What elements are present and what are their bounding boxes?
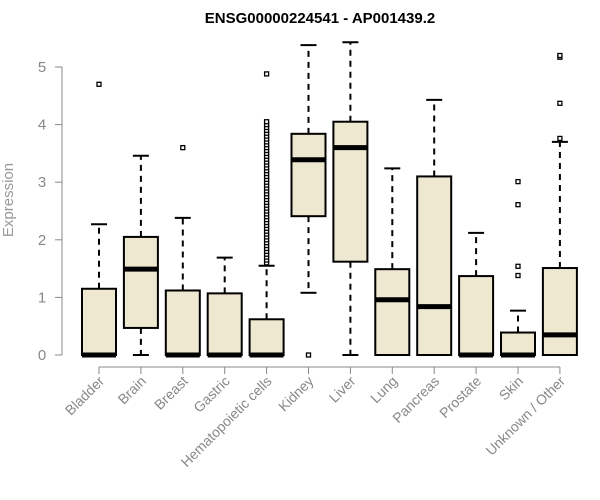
box-group	[500, 178, 536, 358]
y-tick-label: 1	[38, 289, 46, 306]
box-rect	[500, 331, 536, 357]
box-rect	[332, 120, 369, 263]
outlier-point	[557, 100, 563, 106]
box-rect	[206, 292, 243, 357]
outlier-point	[515, 272, 521, 279]
outlier-point	[96, 81, 102, 87]
box-group	[290, 44, 327, 358]
x-tick-label: Breast	[151, 373, 191, 413]
box-rect	[416, 175, 453, 356]
boxes-group	[81, 41, 578, 358]
y-tick-label: 3	[38, 174, 46, 191]
x-tick-label: Lung	[367, 373, 400, 406]
x-tick-label: Liver	[326, 373, 359, 406]
box-group	[332, 41, 369, 356]
box-group	[416, 98, 453, 356]
chart-title: ENSG00000224541 - AP001439.2	[205, 10, 435, 27]
box-rect	[122, 235, 159, 329]
box-group	[81, 81, 117, 358]
box-group	[206, 256, 243, 358]
x-tick-label: Pancreas	[389, 373, 442, 426]
x-tick-label: Brain	[115, 373, 149, 407]
box-group	[374, 167, 411, 356]
y-tick-label: 4	[38, 117, 46, 134]
box-rect	[81, 287, 117, 357]
y-tick-label: 5	[38, 59, 46, 76]
y-axis-label: Expression	[0, 163, 17, 237]
outlier-point	[263, 119, 270, 125]
x-tick-label: Kidney	[275, 373, 317, 415]
box-group	[458, 231, 495, 358]
x-tick-label: Unknown / Other	[482, 373, 568, 459]
outlier-point	[263, 71, 270, 77]
x-tick-label: Bladder	[62, 373, 108, 419]
outlier-point	[557, 135, 563, 142]
box-group	[164, 144, 201, 358]
outlier-point	[515, 178, 521, 185]
box-rect	[541, 267, 578, 356]
outlier-point	[557, 52, 563, 59]
outlier-point	[515, 263, 521, 269]
x-tick-label: Prostate	[436, 373, 484, 421]
x-tick-label: Skin	[496, 373, 527, 404]
outlier-point	[305, 352, 312, 358]
box-rect	[458, 275, 495, 357]
box-rect	[164, 289, 201, 357]
box-rect	[248, 318, 285, 356]
y-axis: 0 1 2 3 4 5	[38, 59, 63, 364]
box-rect	[290, 132, 327, 218]
outlier-point	[180, 144, 186, 151]
y-tick-label: 0	[38, 347, 46, 364]
outlier-point	[515, 202, 521, 208]
y-tick-label: 2	[38, 232, 46, 249]
box-group	[248, 71, 285, 358]
box-group	[122, 154, 159, 356]
box-rect	[374, 268, 411, 356]
box-group	[541, 52, 578, 356]
